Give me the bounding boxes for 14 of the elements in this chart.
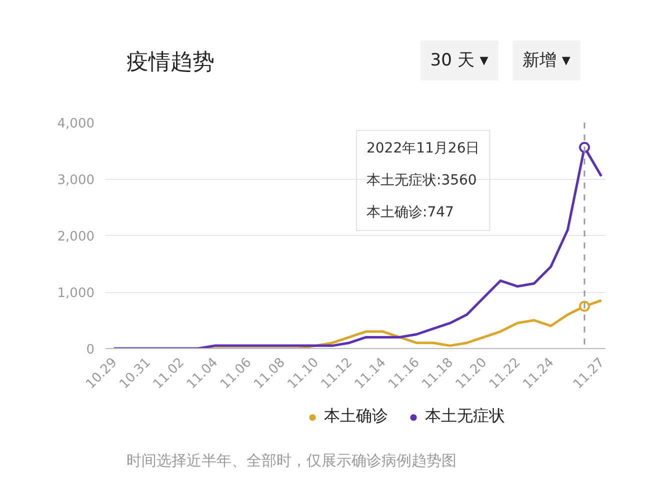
legend-label: 本土无症状 xyxy=(425,406,505,427)
y-tick-label: 2,000 xyxy=(57,230,94,244)
text: 时间选择近半年、全部时，仅展示确诊病例趋势图 xyxy=(126,452,457,470)
chart-title: 疫情趋势 xyxy=(126,50,215,75)
annotation: 本土确诊:747 xyxy=(366,204,454,220)
text: 新增 ▾ xyxy=(522,50,571,70)
text: 30 天 ▾ xyxy=(430,50,489,70)
y-tick-label: 1,000 xyxy=(57,286,94,301)
y-tick-label: 0 xyxy=(86,342,95,358)
y-tick-label: 3,000 xyxy=(57,173,94,188)
y-tick-label: 4,000 xyxy=(57,116,94,132)
legend-label: 本土确诊 xyxy=(324,406,388,427)
annotation: 本土无症状:3560 xyxy=(366,172,477,188)
annotation: 2022年11月26日 xyxy=(366,140,480,156)
